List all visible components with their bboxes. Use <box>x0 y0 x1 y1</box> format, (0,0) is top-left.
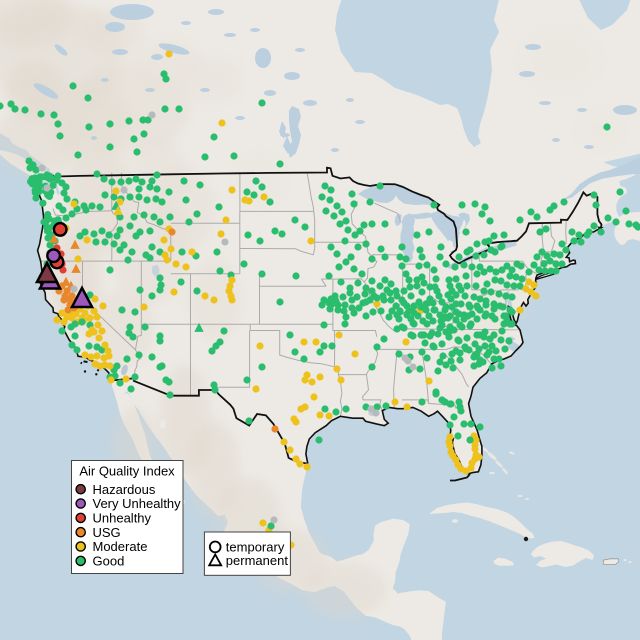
svg-text:USG: USG <box>93 525 121 540</box>
svg-text:Moderate: Moderate <box>93 539 148 554</box>
svg-text:Hazardous: Hazardous <box>93 482 156 497</box>
svg-text:Unhealthy: Unhealthy <box>93 511 152 526</box>
svg-text:Air Quality Index: Air Quality Index <box>79 464 175 479</box>
svg-text:Good: Good <box>93 554 125 569</box>
svg-text:temporary: temporary <box>226 539 285 554</box>
svg-text:permanent: permanent <box>226 553 289 568</box>
svg-text:Very Unhealthy: Very Unhealthy <box>93 496 182 511</box>
